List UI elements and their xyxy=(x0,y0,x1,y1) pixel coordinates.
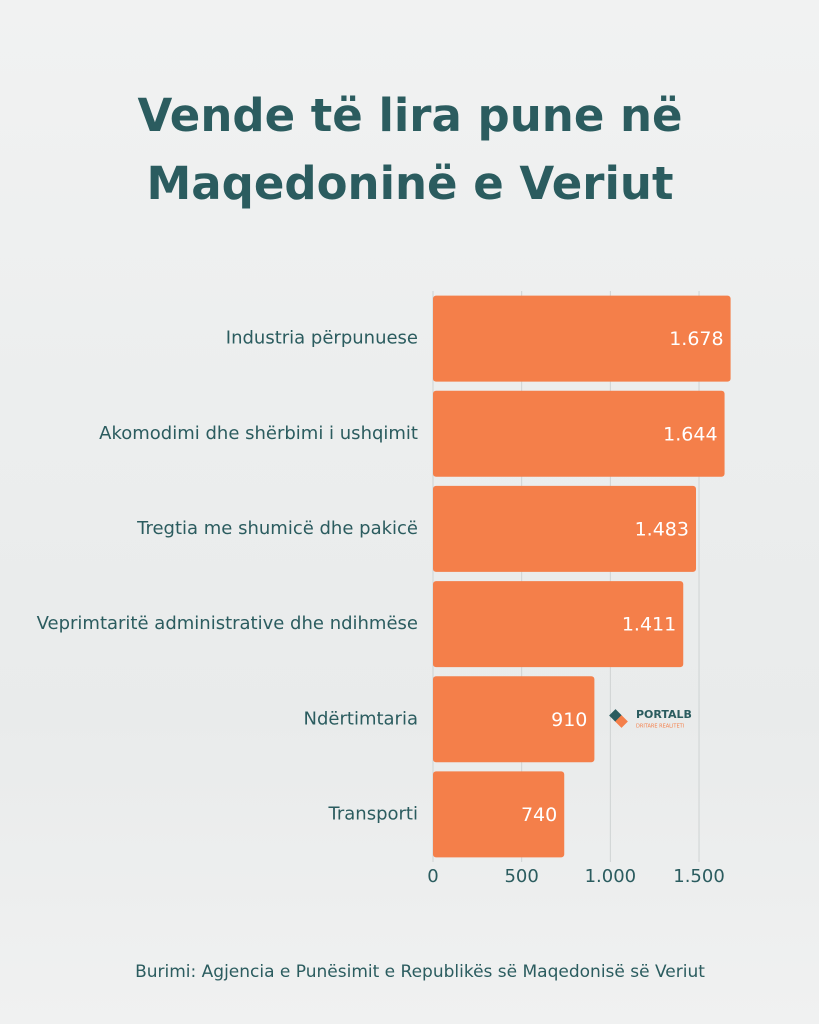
bar xyxy=(433,771,565,858)
bar xyxy=(433,485,697,572)
x-tick-label: 500 xyxy=(504,866,538,887)
logo: PORTALB DRITARE REALITETI xyxy=(609,708,692,730)
value-label: 1.644 xyxy=(663,423,717,445)
y-tick-label: Veprimtaritë administrative dhe ndihmëse xyxy=(37,613,418,634)
logo-tagline: DRITARE REALITETI xyxy=(636,724,684,730)
x-tick-label: 1.500 xyxy=(673,866,725,887)
y-tick-label: Industria përpunuese xyxy=(226,328,418,349)
y-tick-label: Ndërtimtaria xyxy=(304,708,418,729)
value-label: 1.678 xyxy=(669,328,723,350)
logo-text: PORTALB xyxy=(636,708,692,721)
value-label: 1.483 xyxy=(635,518,689,540)
x-tick-label: 0 xyxy=(427,866,438,887)
value-label: 740 xyxy=(521,804,557,826)
x-tick-label: 1.000 xyxy=(585,866,637,887)
value-label: 1.411 xyxy=(622,614,676,636)
value-label: 910 xyxy=(551,709,587,731)
bar xyxy=(433,676,595,763)
y-tick-label: Transporti xyxy=(328,803,418,824)
bar xyxy=(433,390,725,477)
chart-title: Vende të lira pune në Maqedoninë e Veriu… xyxy=(137,89,683,210)
bar xyxy=(433,581,684,668)
bar xyxy=(433,295,731,382)
y-tick-label: Akomodimi dhe shërbimi i ushqimit xyxy=(99,423,418,444)
y-tick-label: Tregtia me shumicë dhe pakicë xyxy=(136,518,418,539)
source: Burimi: Agjencia e Punësimit e Republikë… xyxy=(135,962,705,982)
